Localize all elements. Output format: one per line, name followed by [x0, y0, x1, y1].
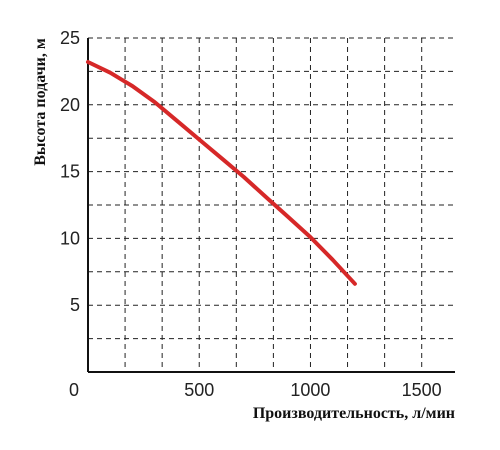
series-line-0 — [86, 60, 357, 286]
chart-series — [86, 60, 357, 286]
chart-grid — [88, 37, 455, 372]
y-tick-label-2: 15 — [60, 162, 80, 182]
y-tick-label-1: 10 — [60, 228, 80, 248]
x-tick-label-3: 1500 — [402, 380, 442, 400]
y-tick-label-3: 20 — [60, 95, 80, 115]
x-tick-label-1: 500 — [184, 380, 214, 400]
chart-tick-labels: 0 500 1000 1500 5 10 15 20 25 — [60, 28, 442, 400]
x-tick-label-0: 0 — [69, 380, 79, 400]
x-tick-label-2: 1000 — [290, 380, 330, 400]
y-tick-label-0: 5 — [70, 295, 80, 315]
x-axis-title: Производительность, л/мин — [253, 405, 455, 422]
y-axis-title: Высота подачи, м — [32, 38, 49, 166]
y-tick-label-4: 25 — [60, 28, 80, 48]
chart-axes — [87, 38, 455, 373]
